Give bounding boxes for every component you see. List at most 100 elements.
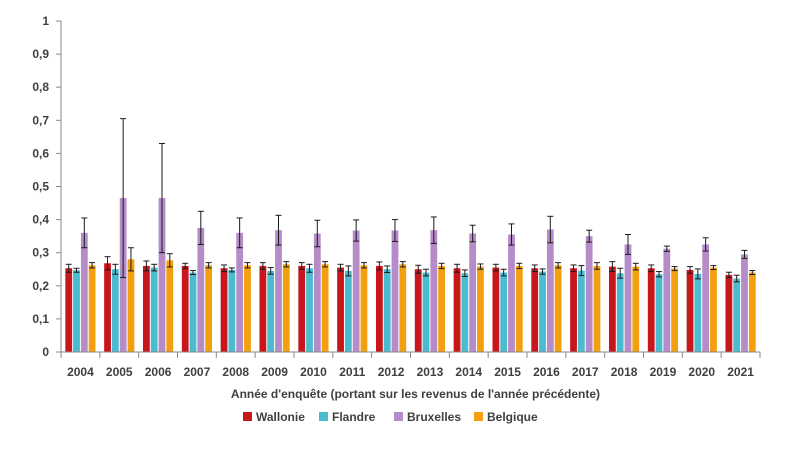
y-tick-label: 0,3 xyxy=(32,246,49,260)
y-tick-label: 0,9 xyxy=(32,47,49,61)
bar xyxy=(73,270,80,352)
bar xyxy=(686,269,694,352)
y-tick-label: 0,4 xyxy=(32,213,49,227)
bar xyxy=(275,230,282,352)
bar xyxy=(259,265,267,352)
x-tick-label: 2010 xyxy=(300,365,327,379)
legend-label: Belgique xyxy=(487,410,538,424)
bar xyxy=(205,265,213,352)
bar xyxy=(298,265,306,352)
error-bars xyxy=(65,118,756,283)
bar xyxy=(546,229,554,352)
bar xyxy=(383,269,391,352)
bar xyxy=(663,248,671,352)
y-tick-label: 0,6 xyxy=(32,146,49,160)
bar xyxy=(197,227,205,352)
x-tick-label: 2020 xyxy=(688,365,715,379)
y-tick-label: 0,1 xyxy=(32,312,49,326)
bar xyxy=(624,244,632,352)
bar xyxy=(741,254,748,352)
bar xyxy=(554,265,562,352)
x-tick-label: 2013 xyxy=(417,365,444,379)
bar xyxy=(632,266,640,352)
bar xyxy=(593,265,601,352)
bar xyxy=(220,268,228,352)
x-tick-label: 2004 xyxy=(67,365,94,379)
x-tick-label: 2009 xyxy=(261,365,288,379)
bar xyxy=(360,265,368,352)
bar xyxy=(282,264,290,352)
x-tick-label: 2021 xyxy=(727,365,754,379)
bar xyxy=(655,274,663,352)
bar xyxy=(438,265,446,352)
legend-swatch xyxy=(394,412,403,421)
x-tick-label: 2012 xyxy=(378,365,405,379)
bar xyxy=(500,272,508,352)
x-tick-label: 2005 xyxy=(106,365,133,379)
bar xyxy=(585,236,593,352)
y-axis-ticks: 0 0,1 0,2 0,3 0,4 0,5 0,6 0,7 0,8 0,9 1 xyxy=(32,14,61,359)
bar xyxy=(508,234,515,352)
bar xyxy=(228,269,236,352)
bar xyxy=(344,270,352,352)
x-tick-label: 2008 xyxy=(222,365,249,379)
x-axis-title: Année d'enquête (portant sur les revenus… xyxy=(231,387,600,401)
x-tick-label: 2018 xyxy=(611,365,638,379)
x-tick-label: 2007 xyxy=(184,365,211,379)
bar xyxy=(352,230,360,352)
bar xyxy=(702,244,710,352)
legend-swatch xyxy=(319,412,328,421)
bar xyxy=(88,265,96,352)
x-tick-label: 2011 xyxy=(339,365,365,379)
bar xyxy=(608,266,616,352)
bar xyxy=(570,268,577,352)
legend: Wallonie Flandre Bruxelles Belgique xyxy=(243,410,538,424)
bar xyxy=(244,265,251,352)
bar xyxy=(515,265,523,352)
bar xyxy=(414,269,422,352)
bar xyxy=(671,268,679,352)
bar xyxy=(375,265,383,352)
bar xyxy=(150,267,158,352)
legend-label: Flandre xyxy=(332,410,376,424)
bar xyxy=(166,260,174,352)
legend-swatch xyxy=(243,412,252,421)
y-tick-label: 0 xyxy=(42,345,49,359)
bar xyxy=(111,269,119,352)
bar xyxy=(430,230,438,352)
bar xyxy=(539,271,546,352)
bar xyxy=(313,233,321,352)
bar xyxy=(469,233,477,352)
bar xyxy=(181,265,189,352)
bar xyxy=(142,265,150,352)
x-tick-label: 2016 xyxy=(533,365,560,379)
bar xyxy=(65,268,73,352)
bar xyxy=(127,259,135,352)
bars xyxy=(65,198,756,352)
y-tick-label: 0,7 xyxy=(32,113,49,127)
x-tick-label: 2015 xyxy=(494,365,521,379)
bar xyxy=(391,230,399,352)
bar xyxy=(236,232,244,352)
x-axis-ticks: 2004 2005 2006 2007 2008 2009 2010 2011 2012 2013… xyxy=(60,352,761,379)
bar xyxy=(748,272,756,352)
x-tick-label: 2019 xyxy=(650,365,677,379)
y-tick-label: 1 xyxy=(42,14,49,28)
bar xyxy=(477,266,484,352)
bar xyxy=(321,264,329,352)
y-tick-label: 0,8 xyxy=(32,80,49,94)
bar xyxy=(710,267,717,352)
legend-label: Bruxelles xyxy=(407,410,461,424)
bar xyxy=(531,268,539,352)
bar xyxy=(337,267,344,352)
bar xyxy=(306,268,313,352)
bar xyxy=(725,274,733,352)
axes xyxy=(60,21,760,353)
x-tick-label: 2017 xyxy=(572,365,599,379)
x-tick-label: 2014 xyxy=(455,365,482,379)
bar xyxy=(461,273,469,352)
bar xyxy=(647,268,655,352)
y-tick-label: 0,5 xyxy=(32,180,49,194)
bar xyxy=(104,263,111,352)
